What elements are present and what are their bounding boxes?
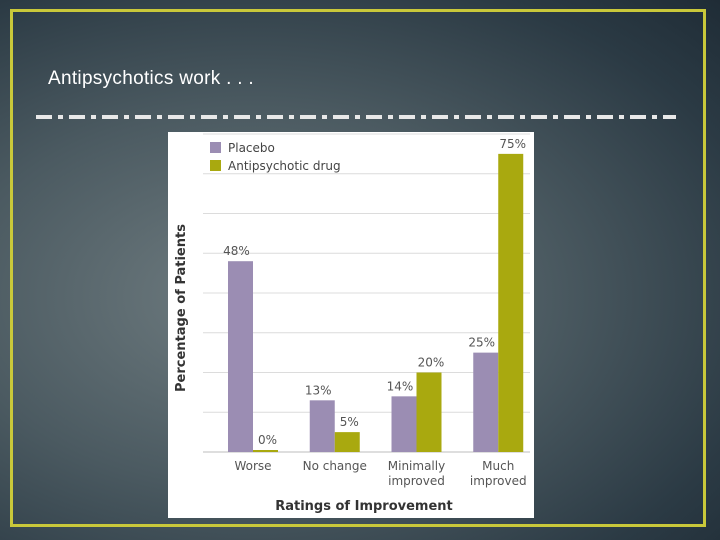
bar-drug	[334, 432, 360, 452]
bar-value-label: 20%	[418, 356, 445, 370]
legend-label: Antipsychotic drug	[228, 159, 341, 173]
bar-value-label: 0%	[258, 433, 277, 447]
bar-placebo	[228, 261, 253, 452]
chart-panel: 48% 0% Worse 13% 5% No change 14% 20% Minimally i…	[168, 132, 534, 518]
bar-value-label: 48%	[223, 244, 250, 258]
x-tick-label: Worse	[234, 459, 271, 473]
bar-value-label: 25%	[468, 336, 495, 350]
y-axis-title: Percentage of Patients	[174, 224, 189, 392]
x-tick-label: improved	[388, 474, 445, 488]
bar-placebo	[391, 396, 417, 452]
bar-value-label: 13%	[305, 383, 332, 397]
slide-frame	[10, 9, 706, 527]
bar-drug	[416, 372, 442, 452]
x-tick-label: Minimally	[388, 459, 445, 473]
slide-title: Antipsychotics work . . .	[48, 68, 255, 89]
bar-drug	[498, 153, 524, 452]
legend-label: Placebo	[228, 141, 275, 155]
x-tick-label: improved	[470, 474, 527, 488]
legend-swatch	[210, 142, 221, 153]
bar-value-label: 5%	[340, 415, 359, 429]
slide-divider	[36, 115, 676, 119]
x-axis-title: Ratings of Improvement	[275, 499, 453, 514]
x-tick-label: No change	[303, 459, 367, 473]
bar-placebo	[473, 352, 499, 452]
x-tick-label: Much	[482, 459, 514, 473]
bar-value-label: 14%	[387, 379, 414, 393]
legend-swatch	[210, 160, 221, 171]
bar-placebo	[309, 400, 335, 452]
bar-value-label: 75%	[499, 137, 526, 151]
bar-drug	[253, 450, 278, 452]
